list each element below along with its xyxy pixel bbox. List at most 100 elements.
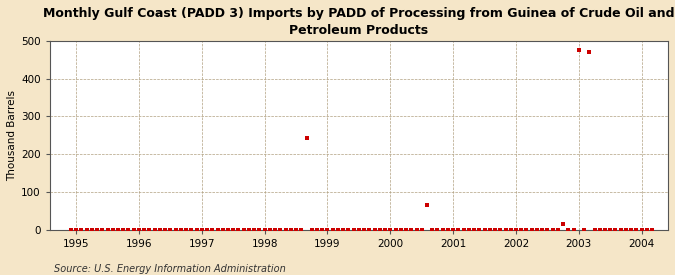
Point	[186, 228, 196, 232]
Point	[641, 228, 652, 232]
Point	[196, 228, 207, 232]
Point	[563, 228, 574, 232]
Point	[542, 228, 553, 232]
Point	[327, 228, 338, 232]
Point	[280, 228, 291, 232]
Point	[202, 228, 213, 232]
Point	[375, 228, 385, 232]
Point	[155, 228, 165, 232]
Point	[265, 228, 275, 232]
Point	[312, 228, 323, 232]
Point	[333, 228, 344, 232]
Point	[432, 228, 443, 232]
Point	[113, 228, 124, 232]
Point	[134, 228, 144, 232]
Point	[474, 228, 485, 232]
Point	[506, 228, 516, 232]
Point	[233, 228, 244, 232]
Point	[401, 228, 412, 232]
Point	[489, 228, 500, 232]
Text: Source: U.S. Energy Information Administration: Source: U.S. Energy Information Administ…	[54, 264, 286, 274]
Point	[128, 228, 139, 232]
Point	[437, 228, 448, 232]
Point	[97, 228, 108, 232]
Point	[317, 228, 327, 232]
Point	[443, 228, 454, 232]
Point	[81, 228, 92, 232]
Point	[605, 228, 616, 232]
Point	[558, 222, 568, 227]
Point	[595, 228, 605, 232]
Point	[464, 228, 475, 232]
Point	[107, 228, 118, 232]
Point	[358, 228, 369, 232]
Point	[620, 228, 631, 232]
Point	[259, 228, 270, 232]
Y-axis label: Thousand Barrels: Thousand Barrels	[7, 90, 17, 181]
Point	[584, 50, 595, 54]
Point	[65, 228, 76, 232]
Point	[500, 228, 511, 232]
Point	[306, 228, 317, 232]
Point	[458, 228, 469, 232]
Point	[301, 136, 312, 140]
Point	[343, 228, 354, 232]
Point	[647, 228, 657, 232]
Point	[495, 228, 506, 232]
Point	[568, 228, 579, 232]
Point	[626, 228, 637, 232]
Point	[238, 228, 249, 232]
Point	[76, 228, 87, 232]
Point	[275, 228, 286, 232]
Point	[92, 228, 103, 232]
Point	[574, 48, 585, 53]
Point	[510, 228, 521, 232]
Point	[254, 228, 265, 232]
Point	[223, 228, 234, 232]
Point	[485, 228, 495, 232]
Point	[453, 228, 464, 232]
Point	[610, 228, 621, 232]
Point	[516, 228, 526, 232]
Point	[296, 228, 306, 232]
Point	[338, 228, 348, 232]
Point	[427, 228, 437, 232]
Point	[553, 228, 564, 232]
Point	[531, 228, 542, 232]
Point	[102, 228, 113, 232]
Point	[217, 228, 228, 232]
Point	[390, 228, 401, 232]
Point	[537, 228, 547, 232]
Point	[270, 228, 281, 232]
Point	[123, 228, 134, 232]
Point	[364, 228, 375, 232]
Point	[207, 228, 218, 232]
Point	[547, 228, 558, 232]
Point	[139, 228, 150, 232]
Point	[291, 228, 302, 232]
Point	[71, 228, 82, 232]
Point	[170, 228, 181, 232]
Point	[616, 228, 626, 232]
Point	[191, 228, 202, 232]
Point	[354, 228, 364, 232]
Point	[416, 228, 427, 232]
Point	[631, 228, 642, 232]
Point	[244, 228, 254, 232]
Point	[286, 228, 296, 232]
Point	[521, 228, 532, 232]
Point	[212, 228, 223, 232]
Point	[144, 228, 155, 232]
Point	[118, 228, 129, 232]
Point	[228, 228, 239, 232]
Point	[479, 228, 490, 232]
Point	[468, 228, 479, 232]
Point	[176, 228, 186, 232]
Point	[411, 228, 422, 232]
Title: Monthly Gulf Coast (PADD 3) Imports by PADD of Processing from Guinea of Crude O: Monthly Gulf Coast (PADD 3) Imports by P…	[43, 7, 674, 37]
Point	[160, 228, 171, 232]
Point	[526, 228, 537, 232]
Point	[385, 228, 396, 232]
Point	[396, 228, 406, 232]
Point	[181, 228, 192, 232]
